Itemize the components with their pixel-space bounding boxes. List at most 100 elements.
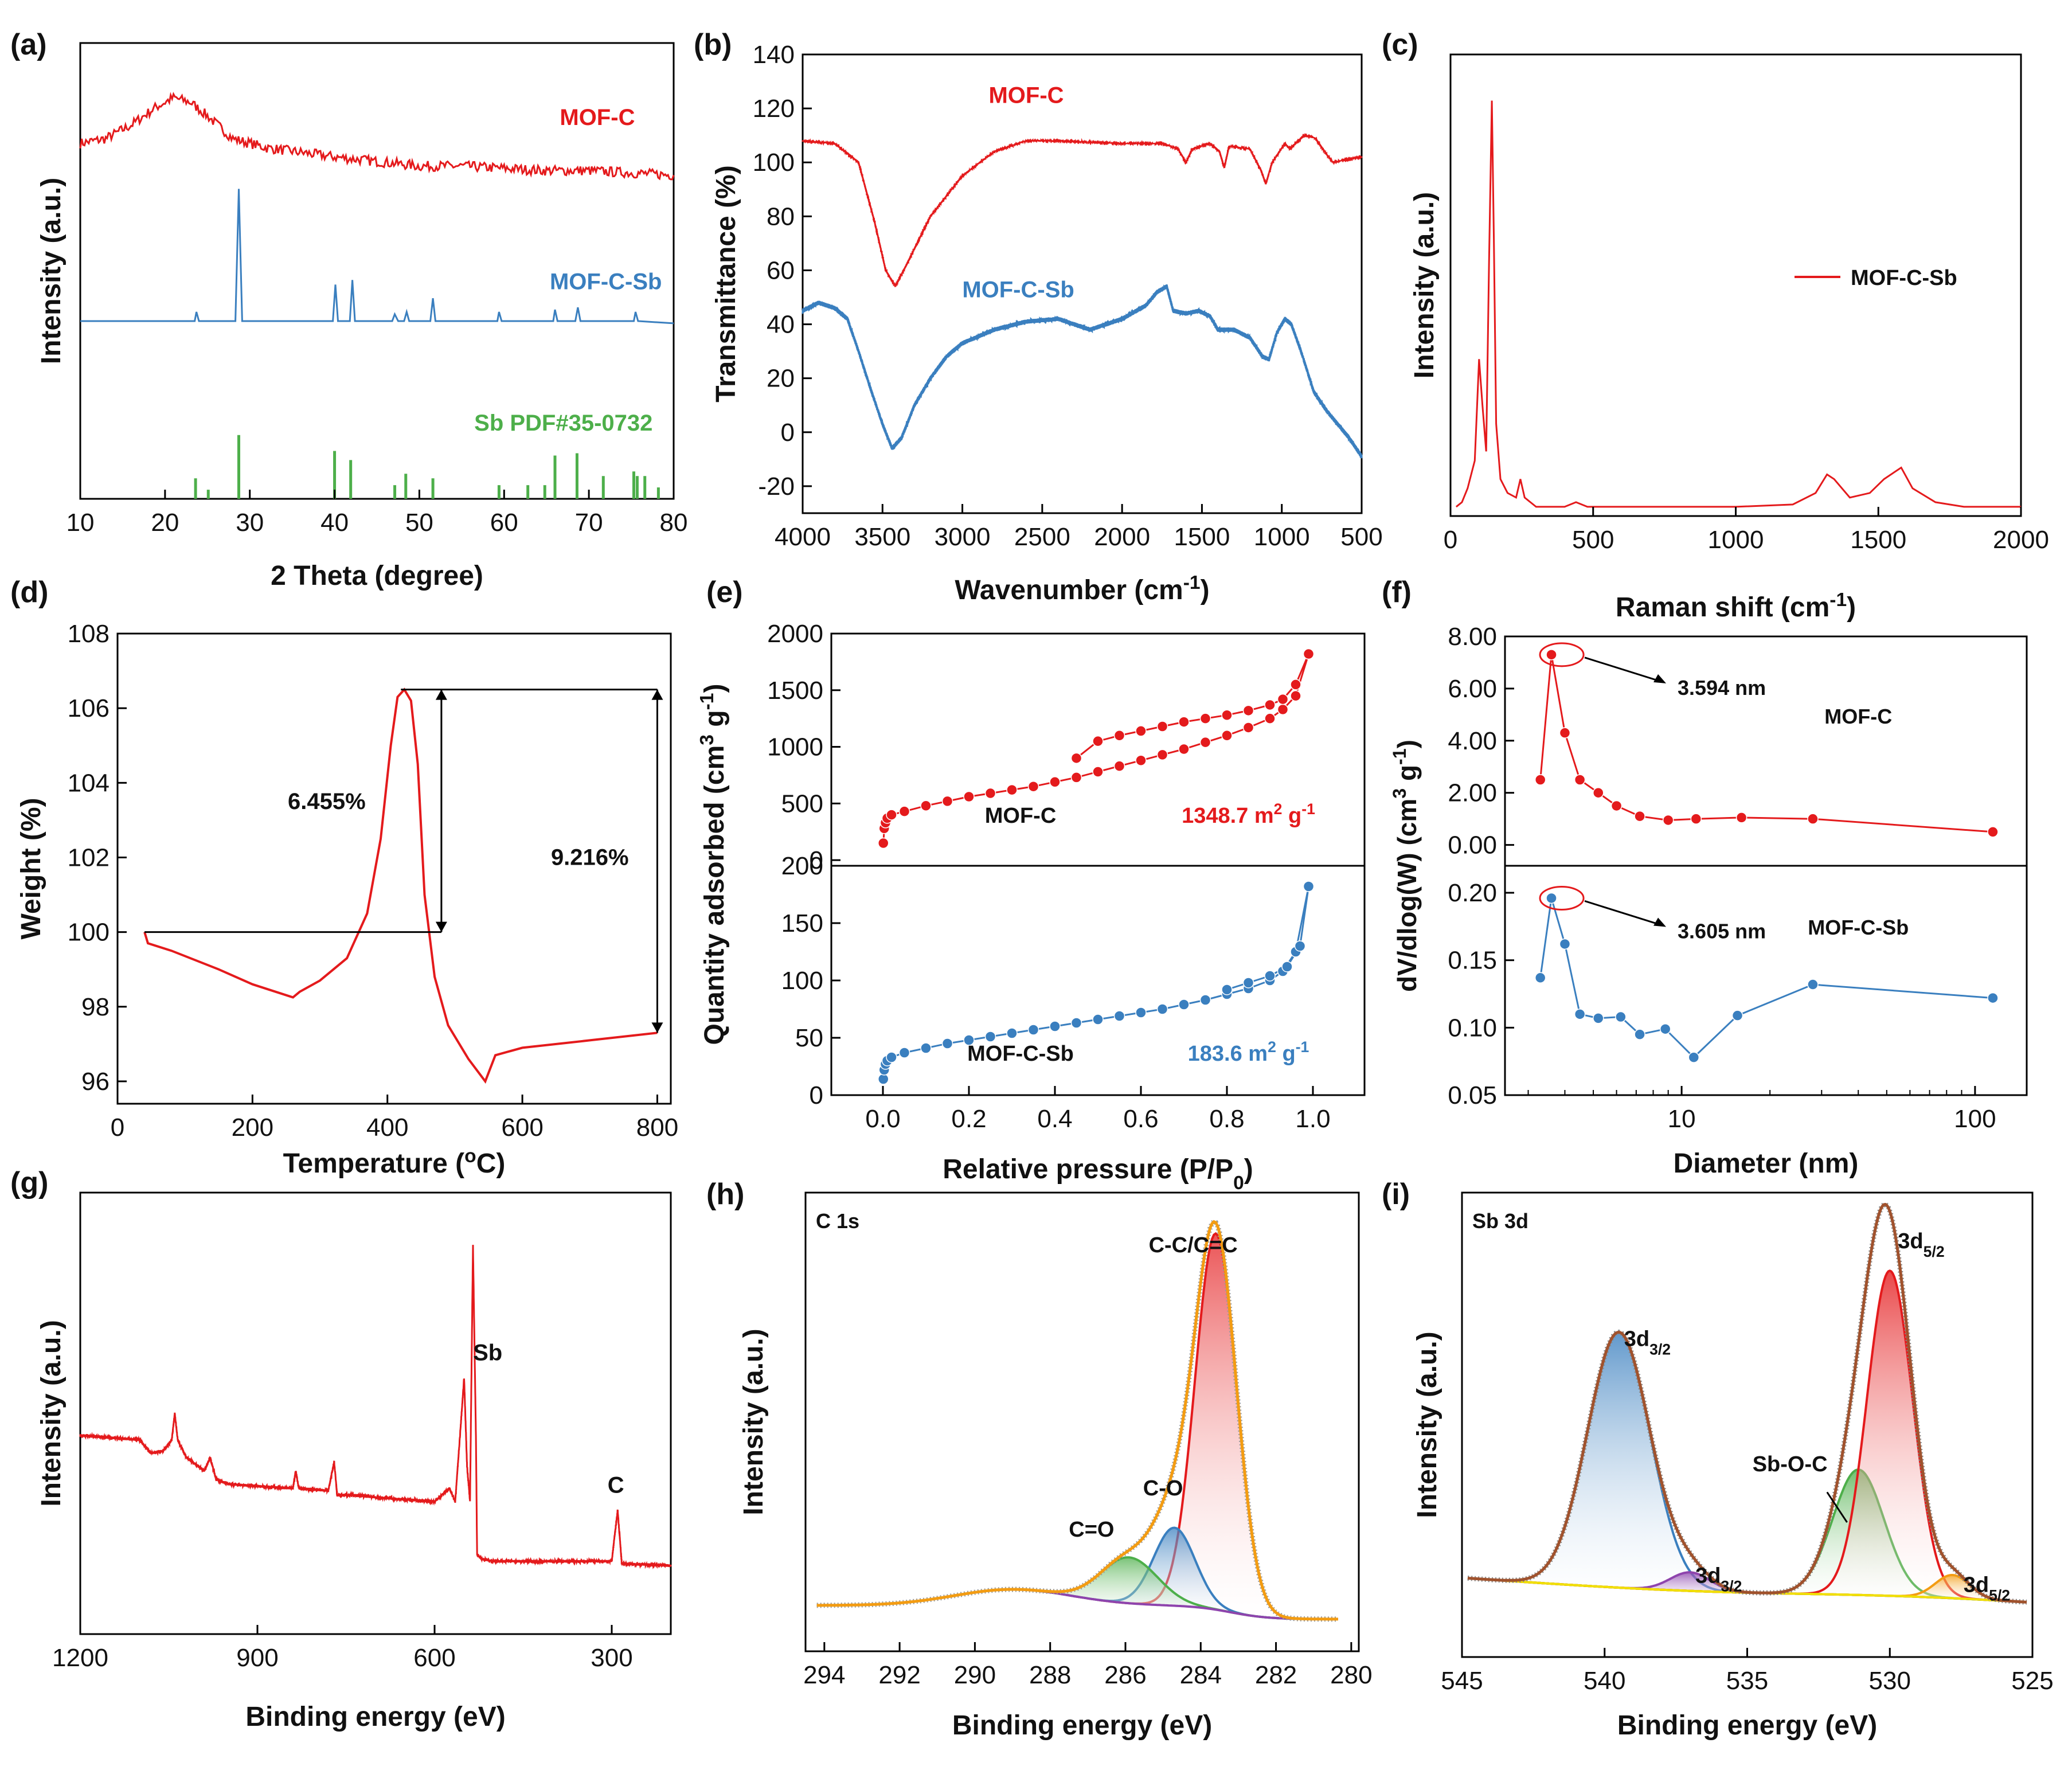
- isotherm-point: [941, 1038, 953, 1049]
- h-xtick-label: 286: [1104, 1661, 1146, 1689]
- isotherm-point: [1006, 1027, 1018, 1039]
- psd-point: [1659, 1023, 1671, 1035]
- e1-ytick-label: 150: [781, 909, 823, 937]
- panel-label-d: (d): [10, 576, 48, 609]
- peak-area: [816, 1233, 1338, 1619]
- i-xtick-label: 540: [1584, 1667, 1625, 1695]
- b-xtick-label: 2500: [1014, 523, 1070, 551]
- a-xtick-label: 10: [67, 509, 95, 537]
- isotherm-point: [1070, 772, 1082, 783]
- isotherm-point: [1006, 784, 1018, 796]
- e-xtick-label: 0.0: [865, 1105, 900, 1133]
- psd-line: [1539, 654, 1993, 833]
- x-axis-title-h: Binding energy (eV): [952, 1710, 1212, 1741]
- psd-point: [1987, 992, 1999, 1004]
- isotherm-point: [1178, 716, 1190, 728]
- psd-point: [1574, 1009, 1586, 1020]
- f1-ytick-label: 0.05: [1448, 1081, 1497, 1109]
- a-xtick-label: 30: [236, 509, 264, 537]
- isotherm-point: [1221, 730, 1233, 741]
- d-ytick-label: 102: [68, 843, 110, 872]
- b-ytick-label: -20: [758, 472, 795, 501]
- isotherm-point: [963, 1034, 975, 1046]
- isotherm-point: [1049, 1021, 1061, 1032]
- isotherm-point: [1113, 730, 1125, 741]
- d-xtick-label: 0: [111, 1113, 124, 1142]
- psd-point: [1593, 1013, 1604, 1024]
- peak-label: C-C/C=C: [1149, 1233, 1238, 1257]
- x-axis-title-d: Temperature (oC): [283, 1146, 506, 1179]
- fitted-envelope: [816, 1220, 1338, 1621]
- f-xtick-label: 100: [1954, 1105, 1996, 1133]
- b-ytick-label: 120: [753, 95, 795, 123]
- b-ytick-label: 80: [767, 202, 795, 230]
- y-axis-title-b: Transmittance (%): [711, 165, 741, 402]
- isotherm-point: [941, 795, 953, 807]
- e-xtick-label: 1.0: [1295, 1105, 1330, 1133]
- spectrum-title: C 1s: [816, 1209, 859, 1233]
- psd-point: [1593, 787, 1604, 799]
- e1-ytick-label: 0: [810, 1081, 823, 1109]
- y-axis-title-h: Intensity (a.u.): [738, 1328, 769, 1515]
- peak-highlight: [1539, 885, 1585, 911]
- tga-series: [143, 687, 658, 1084]
- surface-area-label: 1348.7 m2 g-1: [1182, 800, 1315, 828]
- b-ytick-label: 100: [753, 149, 795, 177]
- series-label: Sb PDF#35-0732: [474, 411, 652, 436]
- b-ytick-label: 0: [781, 419, 795, 447]
- mass-change-label: 6.455%: [288, 789, 366, 814]
- panel-label-b: (b): [694, 28, 732, 61]
- plot-frame-b: [802, 53, 1363, 514]
- element-label: Sb: [473, 1341, 502, 1366]
- i-xtick-label: 535: [1726, 1667, 1768, 1695]
- y-axis-title-g: Intensity (a.u.): [36, 1320, 67, 1506]
- peak-line: [816, 1232, 1338, 1620]
- peak-arrow: [1826, 1491, 1848, 1523]
- psd-point: [1546, 892, 1557, 904]
- isotherm-point: [1156, 749, 1168, 761]
- isotherm-point: [1303, 648, 1315, 660]
- isotherm-point: [878, 837, 889, 849]
- sample-label: MOF-C: [985, 804, 1057, 828]
- f1-ytick-label: 0.20: [1448, 879, 1497, 907]
- f0-ytick-label: 6.00: [1448, 675, 1497, 703]
- i-xtick-label: 525: [2011, 1667, 2053, 1695]
- c-xtick-label: 500: [1572, 526, 1614, 554]
- isotherm-point: [1135, 1007, 1147, 1018]
- isotherm-point: [1113, 760, 1125, 772]
- peak-label: C=O: [1069, 1518, 1114, 1542]
- f0-ytick-label: 2.00: [1448, 779, 1497, 807]
- y-axis-title-i: Intensity (a.u.): [1412, 1331, 1442, 1518]
- isotherm-point: [1092, 1014, 1104, 1025]
- y-axis-title-c: Intensity (a.u.): [1409, 192, 1440, 378]
- isotherm-point: [1290, 679, 1301, 690]
- peak-area: [1468, 1271, 2027, 1603]
- peak-label: 3d5/2: [1964, 1573, 2010, 1604]
- peak-label: C-O: [1143, 1476, 1183, 1500]
- d-xtick-label: 600: [501, 1113, 543, 1142]
- e-xtick-label: 0.8: [1209, 1105, 1244, 1133]
- psd-point: [1807, 813, 1819, 824]
- g-xtick-label: 1200: [52, 1644, 108, 1672]
- h-xtick-label: 288: [1029, 1661, 1071, 1689]
- isotherm-point: [898, 1047, 910, 1058]
- x-axis-title-f: Diameter (nm): [1674, 1148, 1859, 1179]
- ftir-series-mof-c: [802, 133, 1363, 287]
- c-xtick-label: 1500: [1850, 526, 1906, 554]
- isotherm-point: [1070, 752, 1082, 764]
- psd-point: [1574, 774, 1586, 786]
- isotherm-point: [1199, 994, 1211, 1006]
- h-xtick-label: 292: [878, 1661, 920, 1689]
- series-label: MOF-C: [988, 83, 1064, 108]
- xps-survey-line: [79, 1245, 672, 1570]
- peak-label: 3.594 nm: [1678, 676, 1766, 700]
- plot-frame-e: [830, 632, 1366, 1096]
- a-xtick-label: 70: [575, 509, 603, 537]
- peak-label: 3d3/2: [1695, 1564, 1742, 1595]
- legend-label: MOF-C-Sb: [1851, 266, 1957, 290]
- d-ytick-label: 96: [81, 1068, 110, 1096]
- panel-label-g: (g): [10, 1166, 48, 1199]
- isotherm-point: [1277, 693, 1289, 705]
- b-ytick-label: 20: [767, 365, 795, 393]
- psd-point: [1662, 814, 1674, 826]
